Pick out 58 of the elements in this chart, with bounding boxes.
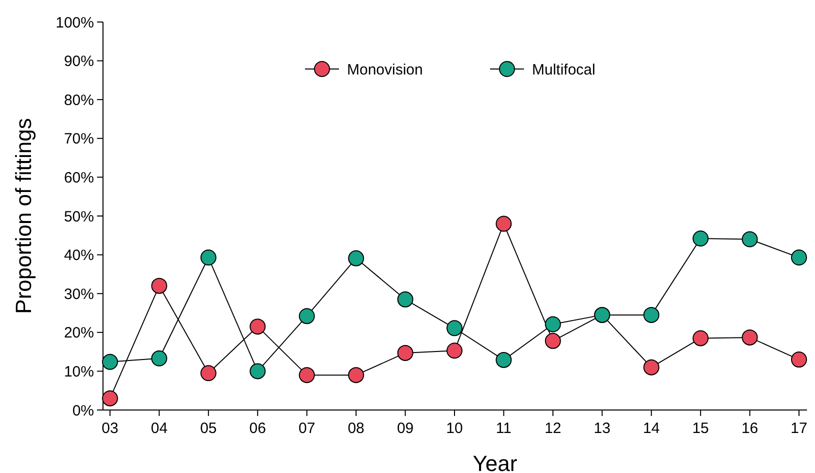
x-axis-title: Year	[472, 451, 518, 473]
point	[643, 306, 660, 323]
x-tick-label: 04	[150, 420, 168, 437]
x-tick-label: 13	[594, 420, 610, 437]
point	[496, 352, 512, 368]
y-tick-label: 90%	[64, 53, 94, 70]
y-tick-label: 50%	[64, 208, 94, 226]
point	[151, 350, 168, 366]
x-tick-label: 06	[249, 420, 266, 437]
point	[298, 308, 315, 324]
point	[200, 365, 216, 382]
point	[791, 250, 807, 266]
point	[496, 216, 512, 232]
x-tick-label: 17	[790, 420, 808, 437]
y-tick-label: 10%	[64, 363, 94, 380]
point	[544, 332, 561, 349]
point	[692, 330, 709, 346]
y-tick-label: 0%	[72, 402, 94, 420]
point	[102, 390, 118, 406]
y-tick-label: 30%	[64, 286, 94, 303]
x-tick-label: 09	[396, 420, 414, 437]
point	[102, 354, 118, 370]
point	[446, 342, 462, 359]
y-axis-title: Proportion of fittings	[11, 118, 36, 314]
point	[348, 367, 364, 384]
x-tick-label: 07	[298, 420, 316, 437]
point	[397, 291, 414, 308]
point	[742, 231, 758, 248]
x-tick-label: 11	[496, 420, 512, 437]
y-tick-label: 40%	[64, 247, 94, 264]
point	[151, 278, 168, 294]
y-tick-label: 100%	[56, 14, 94, 32]
x-tick-label: 10	[446, 420, 463, 437]
x-tick-label: 16	[741, 420, 758, 437]
point	[397, 344, 414, 361]
point	[544, 316, 561, 332]
y-tick-label: 80%	[64, 92, 94, 109]
y-tick-label: 70%	[64, 130, 94, 148]
point	[348, 250, 364, 266]
y-tick-label: 60%	[64, 169, 94, 186]
x-tick-label: 08	[348, 420, 364, 437]
x-tick-label: 03	[102, 420, 118, 437]
x-tick-label: 12	[544, 420, 562, 437]
point	[250, 318, 266, 335]
point	[200, 250, 216, 266]
point	[446, 320, 462, 336]
point	[643, 359, 660, 376]
y-tick-label: 20%	[64, 324, 94, 342]
x-tick-label: 14	[643, 420, 660, 437]
point	[742, 329, 758, 346]
x-tick-label: 05	[200, 420, 217, 437]
point	[250, 363, 266, 380]
point	[692, 230, 709, 247]
legend-label: Monovision	[347, 61, 423, 78]
legend-label: Multifocal	[532, 61, 596, 78]
point	[791, 352, 807, 368]
point	[298, 367, 315, 384]
x-tick-label: 15	[692, 420, 709, 437]
